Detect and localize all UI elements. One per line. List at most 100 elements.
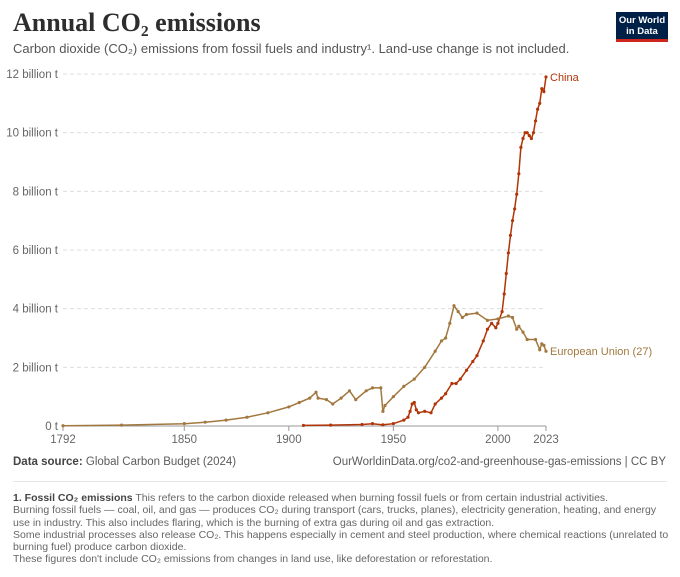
data-point — [406, 415, 410, 419]
data-point — [412, 377, 416, 381]
data-point — [439, 396, 444, 400]
footnote-heading: 1. Fossil CO₂ emissions — [13, 492, 133, 504]
data-point — [542, 90, 546, 94]
x-tick-label: 2023 — [533, 434, 559, 446]
data-point — [531, 131, 536, 135]
data-point — [433, 349, 437, 353]
data-point — [464, 312, 469, 317]
data-point — [525, 337, 529, 342]
data-point — [370, 422, 375, 426]
y-tick-label: 0 t — [45, 421, 59, 433]
data-point — [364, 389, 368, 393]
data-point — [513, 207, 517, 211]
x-tick-label: 1850 — [171, 434, 197, 446]
data-point — [496, 317, 500, 321]
data-point — [485, 318, 490, 322]
line-chart: 0 t 2 billion t 4 billion t 6 billion t 8 bi… — [6, 69, 652, 446]
data-point — [444, 336, 448, 340]
data-point — [329, 423, 333, 427]
x-tick-label: 1900 — [276, 434, 302, 446]
data-point — [471, 359, 475, 364]
y-tick-label: 8 billion t — [13, 186, 59, 198]
data-point — [308, 396, 312, 400]
data-point — [515, 192, 519, 196]
y-tick-label: 6 billion t — [13, 245, 59, 257]
data-point — [429, 411, 433, 415]
data-point — [458, 377, 462, 381]
data-point — [506, 314, 510, 318]
data-point — [266, 411, 270, 415]
data-point — [527, 134, 531, 138]
data-point — [490, 321, 494, 325]
data-point — [444, 392, 448, 396]
data-point — [287, 405, 291, 409]
x-tick-label: 1950 — [381, 434, 407, 446]
footnote-line: Burning fossil fuels — coal, oil, and ga… — [13, 504, 657, 529]
data-point — [504, 271, 508, 276]
data-point — [381, 423, 385, 427]
data-point — [502, 292, 506, 296]
data-point — [331, 402, 335, 406]
data-point — [316, 396, 320, 400]
x-tick-label: 1792 — [50, 434, 76, 446]
series-label: China — [550, 72, 580, 84]
data-point — [224, 418, 228, 422]
data-point — [542, 343, 546, 347]
data-point — [460, 315, 464, 320]
data-point — [433, 402, 437, 406]
data-point — [119, 423, 124, 427]
data-point — [521, 136, 525, 141]
data-point — [391, 395, 395, 399]
data-point — [481, 339, 485, 343]
data-point — [517, 324, 521, 328]
data-point — [439, 339, 444, 343]
series-line-china — [303, 76, 547, 427]
data-point — [517, 172, 521, 176]
data-point — [450, 381, 454, 386]
data-point — [414, 408, 418, 412]
data-point — [324, 398, 329, 402]
data-point — [540, 87, 544, 91]
data-point — [536, 107, 540, 111]
data-point — [381, 409, 385, 413]
data-point — [370, 386, 375, 390]
data-point — [544, 349, 548, 353]
data-point — [245, 415, 249, 419]
data-point — [525, 131, 529, 135]
data-point — [379, 386, 383, 390]
data-point — [529, 136, 533, 141]
data-point — [500, 310, 504, 314]
data-point — [521, 330, 525, 334]
data-point — [519, 145, 523, 149]
data-point — [347, 389, 352, 393]
data-point — [354, 398, 358, 402]
data-point — [391, 422, 395, 426]
data-point — [538, 101, 542, 105]
source-url[interactable]: OurWorldinData.org/co2-and-greenhouse-ga… — [332, 456, 666, 468]
data-point — [533, 119, 538, 123]
data-point — [412, 400, 416, 405]
data-point — [454, 381, 458, 386]
data-point — [360, 422, 364, 427]
data-point — [448, 321, 452, 325]
footnote-line: These figures don't include CO₂ emission… — [13, 553, 493, 566]
data-point — [475, 354, 479, 358]
series-label: European Union (27) — [550, 346, 652, 358]
y-tick-label: 4 billion t — [13, 304, 59, 316]
data-point — [339, 396, 343, 400]
data-point — [301, 423, 306, 428]
y-tick-label: 2 billion t — [13, 362, 59, 374]
footnote-line: This refers to the carbon dioxide releas… — [135, 492, 609, 504]
data-point — [510, 219, 515, 223]
data-point — [203, 420, 207, 424]
data-point — [297, 400, 301, 405]
footnote-line: Some industrial processes also release C… — [13, 528, 669, 554]
data-point — [508, 233, 513, 237]
data-point — [544, 75, 548, 79]
data-point — [416, 411, 421, 415]
owid-logo[interactable]: Our World in Data — [616, 12, 668, 42]
data-point — [383, 403, 387, 408]
source-text[interactable]: Global Carbon Budget (2024) — [85, 456, 237, 468]
data-point — [475, 311, 479, 315]
data-point — [452, 304, 456, 308]
